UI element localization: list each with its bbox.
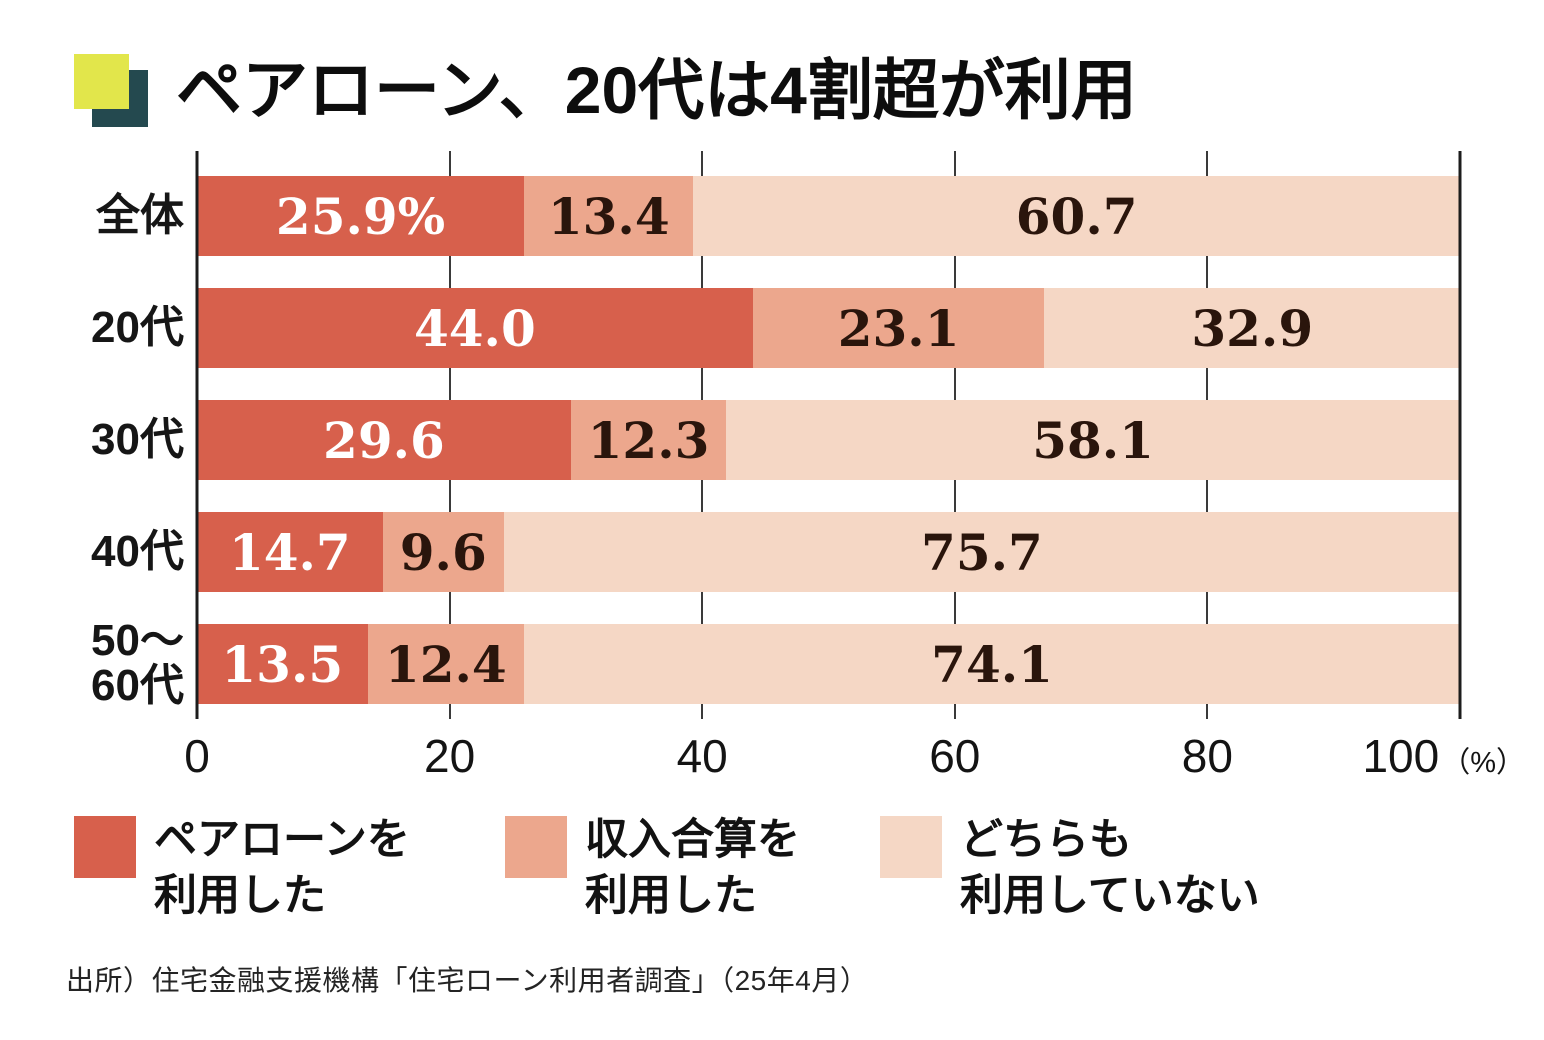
value-label: 13.5 (221, 634, 344, 694)
legend-swatch-pair-loan (74, 816, 136, 878)
legend-label-combined-income: 収入合算を 利用した (585, 816, 800, 920)
category-label-20s: 20代 (91, 302, 184, 352)
category-label-zentai: 全体 (96, 190, 184, 240)
segment-pair-loan: 29.6 (197, 400, 571, 480)
cube-bullet-icon (74, 54, 148, 128)
value-label: 9.6 (399, 522, 487, 582)
cube-face (74, 54, 129, 109)
segment-neither: 58.1 (726, 400, 1460, 480)
value-label: 14.7 (228, 522, 351, 582)
bar-row-20s: 44.0 23.1 32.9 (197, 288, 1460, 368)
stacked-bar-chart: 全体 20代 30代 40代 50〜 60代 25.9% 13.4 60.7 4… (70, 151, 1462, 719)
tick-40: 40 (676, 730, 728, 782)
legend-swatch-combined-income (505, 816, 567, 878)
legend-item-pair-loan: ペアローンを 利用した (74, 813, 505, 925)
segment-neither: 60.7 (693, 176, 1460, 256)
segment-combined-income: 9.6 (382, 512, 504, 592)
chart-header: ペアローン、20代は4割超が利用 (74, 54, 1544, 128)
segment-pair-loan: 25.9% (197, 176, 525, 256)
page-title: ペアローン、20代は4割超が利用 (176, 53, 1137, 128)
value-label: 75.7 (921, 522, 1043, 582)
tick-20: 20 (424, 730, 476, 782)
category-label-30s: 30代 (91, 414, 184, 464)
value-label: 32.9 (1191, 298, 1314, 358)
source-note: 出所）住宅金融支援機構「住宅ローン利用者調査」（25年4月） (66, 964, 869, 996)
segment-pair-loan: 14.7 (197, 512, 383, 592)
tick-80: 80 (1181, 730, 1233, 782)
value-label: 44.0 (413, 298, 536, 358)
axis-ticks: 0 20 40 60 80 100（%） (184, 719, 1525, 791)
segment-neither: 32.9 (1044, 288, 1460, 368)
value-label: 58.1 (1032, 410, 1154, 470)
legend-label-pair-loan: ペアローンを 利用した (154, 816, 410, 920)
bar-row-50-60s: 13.5 12.4 74.1 (197, 624, 1460, 704)
segment-combined-income: 12.3 (570, 400, 727, 480)
value-label: 23.1 (837, 298, 960, 358)
category-axis: 全体 20代 30代 40代 50〜 60代 (70, 151, 197, 719)
tick-100: 100（%） (1362, 729, 1525, 783)
value-axis: 0 20 40 60 80 100（%） (70, 719, 1525, 791)
bar-row-zentai: 25.9% 13.4 60.7 (197, 176, 1460, 256)
segment-pair-loan: 13.5 (197, 624, 368, 704)
segment-combined-income: 13.4 (524, 176, 694, 256)
legend: ペアローンを 利用した 収入合算を 利用した どちらも 利用していない (74, 813, 1544, 925)
gridline-0 (195, 151, 199, 719)
bar-row-40s: 14.7 9.6 75.7 (197, 512, 1460, 592)
category-label-50-60s: 50〜 60代 (91, 616, 184, 710)
segment-pair-loan: 44.0 (197, 288, 753, 368)
value-label: 29.6 (323, 410, 445, 470)
percent-unit-label: （%） (1441, 747, 1526, 779)
tick-100-value: 100 (1362, 730, 1440, 782)
value-label: 12.3 (587, 410, 710, 470)
gridline-100 (1458, 151, 1462, 719)
bar-row-30s: 29.6 12.3 58.1 (197, 400, 1460, 480)
segment-combined-income: 23.1 (752, 288, 1045, 368)
axis-spacer (70, 719, 197, 791)
segment-combined-income: 12.4 (367, 624, 525, 704)
bars: 25.9% 13.4 60.7 44.0 23.1 32.9 29.6 12.3… (197, 151, 1460, 704)
legend-item-combined-income: 収入合算を 利用した (505, 813, 880, 925)
value-label: 74.1 (931, 634, 1053, 694)
legend-label-neither: どちらも 利用していない (960, 816, 1260, 920)
value-label: 12.4 (384, 634, 507, 694)
tick-0: 0 (184, 730, 210, 782)
value-label: 13.4 (547, 186, 670, 246)
value-label: 60.7 (1015, 186, 1138, 246)
segment-neither: 75.7 (503, 512, 1460, 592)
value-label: 25.9% (275, 186, 446, 246)
segment-neither: 74.1 (524, 624, 1460, 704)
legend-item-neither: どちらも 利用していない (880, 813, 1260, 925)
plot-area: 25.9% 13.4 60.7 44.0 23.1 32.9 29.6 12.3… (195, 151, 1462, 719)
legend-swatch-neither (880, 816, 942, 878)
tick-60: 60 (929, 730, 981, 782)
category-label-40s: 40代 (91, 526, 184, 576)
